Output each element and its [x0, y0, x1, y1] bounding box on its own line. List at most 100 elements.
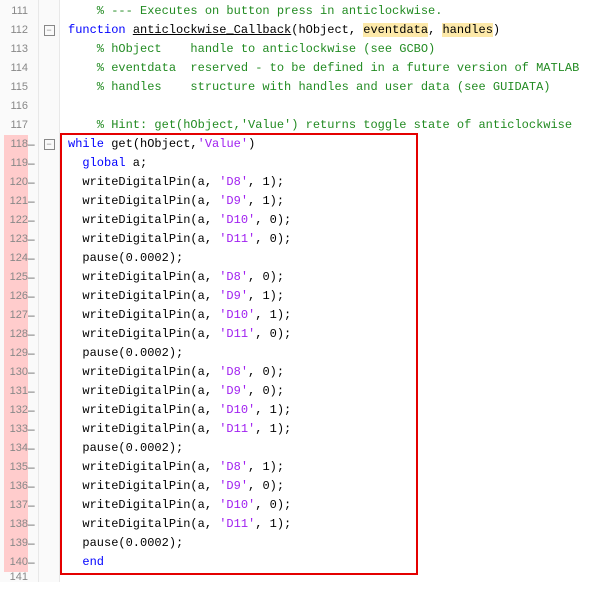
fold-row[interactable]	[39, 97, 59, 116]
code-line[interactable]: while get(hObject,'Value')	[68, 135, 595, 154]
breakpoint-slot[interactable]: –	[28, 173, 36, 192]
fold-row[interactable]	[39, 154, 59, 173]
gutter-row[interactable]: 137–	[0, 496, 38, 515]
breakpoint-slot[interactable]: –	[28, 534, 36, 553]
breakpoint-slot[interactable]: –	[28, 363, 36, 382]
code-line[interactable]: % eventdata reserved - to be defined in …	[68, 59, 595, 78]
fold-row[interactable]	[39, 325, 59, 344]
fold-row[interactable]	[39, 116, 59, 135]
gutter-row[interactable]: 139–	[0, 534, 38, 553]
gutter-row[interactable]: 118–	[0, 135, 38, 154]
code-line[interactable]: writeDigitalPin(a, 'D10', 1);	[68, 401, 595, 420]
breakpoint-slot[interactable]: –	[28, 439, 36, 458]
code-line[interactable]: writeDigitalPin(a, 'D10', 0);	[68, 496, 595, 515]
code-line[interactable]: writeDigitalPin(a, 'D11', 1);	[68, 515, 595, 534]
code-line[interactable]: writeDigitalPin(a, 'D11', 1);	[68, 420, 595, 439]
breakpoint-slot[interactable]: –	[28, 496, 36, 515]
gutter-row[interactable]: 121–	[0, 192, 38, 211]
gutter-row[interactable]: 117	[0, 116, 38, 135]
code-line[interactable]	[68, 97, 595, 116]
breakpoint-slot[interactable]: –	[28, 477, 36, 496]
gutter-row[interactable]: 124–	[0, 249, 38, 268]
fold-row[interactable]	[39, 496, 59, 515]
code-line[interactable]: pause(0.0002);	[68, 439, 595, 458]
gutter-row[interactable]: 130–	[0, 363, 38, 382]
gutter-row[interactable]: 136–	[0, 477, 38, 496]
gutter-row[interactable]: 116	[0, 97, 38, 116]
fold-row[interactable]: −	[39, 21, 59, 40]
fold-row[interactable]	[39, 534, 59, 553]
fold-row[interactable]	[39, 420, 59, 439]
breakpoint-slot[interactable]: –	[28, 192, 36, 211]
gutter-row[interactable]: 128–	[0, 325, 38, 344]
code-line[interactable]: pause(0.0002);	[68, 344, 595, 363]
fold-row[interactable]	[39, 287, 59, 306]
fold-row[interactable]	[39, 401, 59, 420]
gutter-row[interactable]: 123–	[0, 230, 38, 249]
code-line[interactable]: writeDigitalPin(a, 'D9', 1);	[68, 192, 595, 211]
breakpoint-slot[interactable]: –	[28, 325, 36, 344]
code-line[interactable]: writeDigitalPin(a, 'D9', 0);	[68, 477, 595, 496]
fold-row[interactable]	[39, 344, 59, 363]
fold-row[interactable]	[39, 78, 59, 97]
breakpoint-slot[interactable]: –	[28, 154, 36, 173]
fold-row[interactable]	[39, 363, 59, 382]
code-line[interactable]: writeDigitalPin(a, 'D9', 0);	[68, 382, 595, 401]
fold-row[interactable]	[39, 439, 59, 458]
gutter-row[interactable]: 125–	[0, 268, 38, 287]
fold-row[interactable]	[39, 306, 59, 325]
code-line[interactable]: writeDigitalPin(a, 'D9', 1);	[68, 287, 595, 306]
code-line[interactable]: function anticlockwise_Callback(hObject,…	[68, 21, 595, 40]
code-line[interactable]: writeDigitalPin(a, 'D8', 0);	[68, 363, 595, 382]
gutter-row[interactable]: 112	[0, 21, 38, 40]
code-line[interactable]: writeDigitalPin(a, 'D8', 0);	[68, 268, 595, 287]
gutter-row[interactable]: 132–	[0, 401, 38, 420]
code-area[interactable]: % --- Executes on button press in anticl…	[60, 0, 595, 582]
code-line[interactable]: % Hint: get(hObject,'Value') returns tog…	[68, 116, 595, 135]
breakpoint-slot[interactable]: –	[28, 420, 36, 439]
code-line[interactable]: writeDigitalPin(a, 'D8', 1);	[68, 458, 595, 477]
breakpoint-slot[interactable]: –	[28, 268, 36, 287]
breakpoint-slot[interactable]: –	[28, 249, 36, 268]
code-line[interactable]: % hObject handle to anticlockwise (see G…	[68, 40, 595, 59]
code-line[interactable]	[68, 572, 595, 582]
fold-row[interactable]	[39, 2, 59, 21]
breakpoint-slot[interactable]: –	[28, 515, 36, 534]
breakpoint-slot[interactable]: –	[28, 306, 36, 325]
fold-row[interactable]	[39, 515, 59, 534]
gutter-row[interactable]: 138–	[0, 515, 38, 534]
breakpoint-slot[interactable]: –	[28, 401, 36, 420]
breakpoint-slot[interactable]: –	[28, 211, 36, 230]
code-line[interactable]: writeDigitalPin(a, 'D8', 1);	[68, 173, 595, 192]
breakpoint-slot[interactable]: –	[28, 287, 36, 306]
code-line[interactable]: writeDigitalPin(a, 'D10', 0);	[68, 211, 595, 230]
code-line[interactable]: % --- Executes on button press in anticl…	[68, 2, 595, 21]
fold-row[interactable]: −	[39, 135, 59, 154]
breakpoint-slot[interactable]: –	[28, 344, 36, 363]
fold-row[interactable]	[39, 59, 59, 78]
breakpoint-slot[interactable]: –	[28, 135, 36, 154]
fold-row[interactable]	[39, 477, 59, 496]
fold-toggle-icon[interactable]: −	[44, 25, 55, 36]
fold-row[interactable]	[39, 40, 59, 59]
fold-row[interactable]	[39, 192, 59, 211]
gutter-row[interactable]: 120–	[0, 173, 38, 192]
gutter-row[interactable]: 114	[0, 59, 38, 78]
gutter-row[interactable]: 113	[0, 40, 38, 59]
fold-row[interactable]	[39, 249, 59, 268]
fold-toggle-icon[interactable]: −	[44, 139, 55, 150]
gutter-row[interactable]: 122–	[0, 211, 38, 230]
gutter-row[interactable]: 126–	[0, 287, 38, 306]
gutter-row[interactable]: 119–	[0, 154, 38, 173]
code-line[interactable]: end	[68, 553, 595, 572]
fold-row[interactable]	[39, 211, 59, 230]
gutter-row[interactable]: 111	[0, 2, 38, 21]
fold-row[interactable]	[39, 382, 59, 401]
gutter-row[interactable]: 141	[0, 572, 38, 582]
fold-row[interactable]	[39, 572, 59, 582]
code-line[interactable]: global a;	[68, 154, 595, 173]
code-line[interactable]: writeDigitalPin(a, 'D11', 0);	[68, 325, 595, 344]
gutter-row[interactable]: 115	[0, 78, 38, 97]
fold-row[interactable]	[39, 458, 59, 477]
code-line[interactable]: pause(0.0002);	[68, 249, 595, 268]
